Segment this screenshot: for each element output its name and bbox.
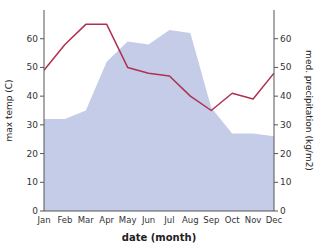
- x-tick-label: Mar: [78, 215, 95, 225]
- y2-tick-label: 60: [280, 34, 292, 44]
- y2-tick: [274, 211, 278, 212]
- y2-axis-label: med. precipitation (kg/m2): [304, 50, 314, 171]
- y-tick-label: 20: [27, 149, 39, 159]
- y-tick: [40, 211, 44, 212]
- line: [44, 24, 274, 110]
- y-tick-label: 60: [27, 34, 39, 44]
- y2-tick: [274, 182, 278, 183]
- plot-area: [44, 24, 274, 211]
- y-axis-line: [44, 10, 45, 211]
- y-tick: [40, 182, 44, 183]
- y2-tick: [274, 124, 278, 125]
- x-tick-label: Feb: [57, 215, 72, 225]
- y2-tick: [274, 67, 278, 68]
- x-tick-label: Jul: [163, 215, 174, 225]
- y-tick-label: 40: [27, 91, 39, 101]
- chart-container: 01020304050600102030405060JanFebMarAprMa…: [0, 0, 318, 247]
- y-tick-label: 30: [27, 120, 39, 130]
- y2-axis-line: [274, 10, 275, 211]
- x-tick-label: Jun: [141, 215, 155, 225]
- y2-tick: [274, 153, 278, 154]
- y2-tick-label: 30: [280, 120, 292, 130]
- y2-tick-label: 20: [280, 149, 292, 159]
- x-tick-label: Oct: [225, 215, 240, 225]
- x-axis-label: date (month): [122, 232, 196, 243]
- y-tick: [40, 38, 44, 39]
- y2-tick-label: 40: [280, 91, 292, 101]
- y2-tick: [274, 38, 278, 39]
- x-tick-label: Aug: [182, 215, 199, 225]
- x-tick-label: Sep: [203, 215, 219, 225]
- x-axis-line: [44, 211, 274, 212]
- y-tick: [40, 96, 44, 97]
- x-tick-label: Jan: [36, 215, 50, 225]
- x-tick-label: Dec: [266, 215, 283, 225]
- y-tick-label: 50: [27, 62, 39, 72]
- x-tick-label: Apr: [99, 215, 114, 225]
- area: [44, 30, 274, 211]
- x-tick-label: May: [119, 215, 137, 225]
- y2-tick-label: 50: [280, 62, 292, 72]
- y-tick: [40, 124, 44, 125]
- y-tick: [40, 153, 44, 154]
- y-tick: [40, 67, 44, 68]
- y2-tick: [274, 96, 278, 97]
- y-axis-label: max temp (C): [4, 79, 14, 141]
- y-tick-label: 10: [27, 177, 39, 187]
- x-tick-label: Nov: [245, 215, 262, 225]
- chart: 01020304050600102030405060JanFebMarAprMa…: [0, 0, 318, 247]
- y2-tick-label: 10: [280, 177, 292, 187]
